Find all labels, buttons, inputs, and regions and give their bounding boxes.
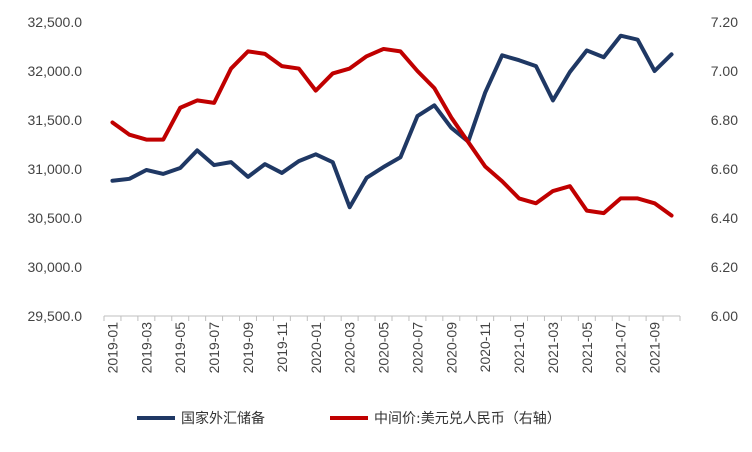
x-tick-label: 2020-05: [376, 322, 392, 374]
legend-label-reserves: 国家外汇储备: [181, 410, 265, 427]
legend: 国家外汇储备 中间价:美元兑人民币（右轴）: [137, 410, 561, 427]
left-y-tick-label: 32,000.0: [28, 63, 83, 79]
left-y-tick-label: 31,000.0: [28, 161, 83, 177]
right-y-tick-label: 7.20: [711, 14, 738, 30]
x-tick-label: 2021-03: [545, 322, 561, 374]
x-tick-label: 2021-01: [511, 322, 527, 374]
x-tick-label: 2020-09: [443, 322, 459, 374]
x-tick-label: 2021-09: [647, 322, 663, 374]
series-line-reserves: [110, 33, 674, 210]
left-y-axis: 29,500.0 30,000.0 30,500.0 31,000.0 31,500.0…: [28, 14, 83, 324]
x-tick-label: 2020-07: [409, 322, 425, 374]
x-tick-label: 2019-09: [240, 322, 256, 374]
x-axis: 2019-01 2019-03 2019-05 2019-07 2019-09 2019-…: [103, 316, 681, 374]
x-tick-label: 2019-05: [172, 322, 188, 374]
x-tick-label: 2021-07: [613, 322, 629, 374]
x-tick-label: 2019-01: [104, 322, 120, 374]
left-y-tick-label: 32,500.0: [28, 14, 83, 30]
left-y-tick-label: 30,000.0: [28, 259, 83, 275]
left-y-tick-label: 29,500.0: [28, 308, 83, 324]
left-y-tick-label: 31,500.0: [28, 112, 83, 128]
right-y-tick-label: 6.40: [711, 210, 738, 226]
x-tick-label: 2020-01: [308, 322, 324, 374]
right-y-tick-label: 6.80: [711, 112, 738, 128]
x-tick-label: 2020-03: [342, 322, 358, 374]
series-lines: [110, 33, 674, 218]
x-tick-label: 2020-11: [477, 322, 493, 373]
series-line-usdcny: [110, 46, 674, 218]
x-tick-label: 2021-05: [579, 322, 595, 374]
legend-label-usdcny: 中间价:美元兑人民币（右轴）: [374, 411, 561, 427]
right-y-tick-label: 6.20: [711, 259, 738, 275]
x-tick-label: 2019-11: [274, 322, 290, 373]
right-y-tick-label: 6.60: [711, 161, 738, 177]
x-tick-label: 2019-07: [206, 322, 222, 374]
x-tick-label: 2019-03: [138, 322, 154, 374]
right-y-tick-label: 7.00: [711, 63, 738, 79]
right-y-axis: 6.00 6.20 6.40 6.60 6.80 7.00 7.20: [711, 14, 738, 324]
left-y-tick-label: 30,500.0: [28, 210, 83, 226]
right-y-tick-label: 6.00: [711, 308, 738, 324]
